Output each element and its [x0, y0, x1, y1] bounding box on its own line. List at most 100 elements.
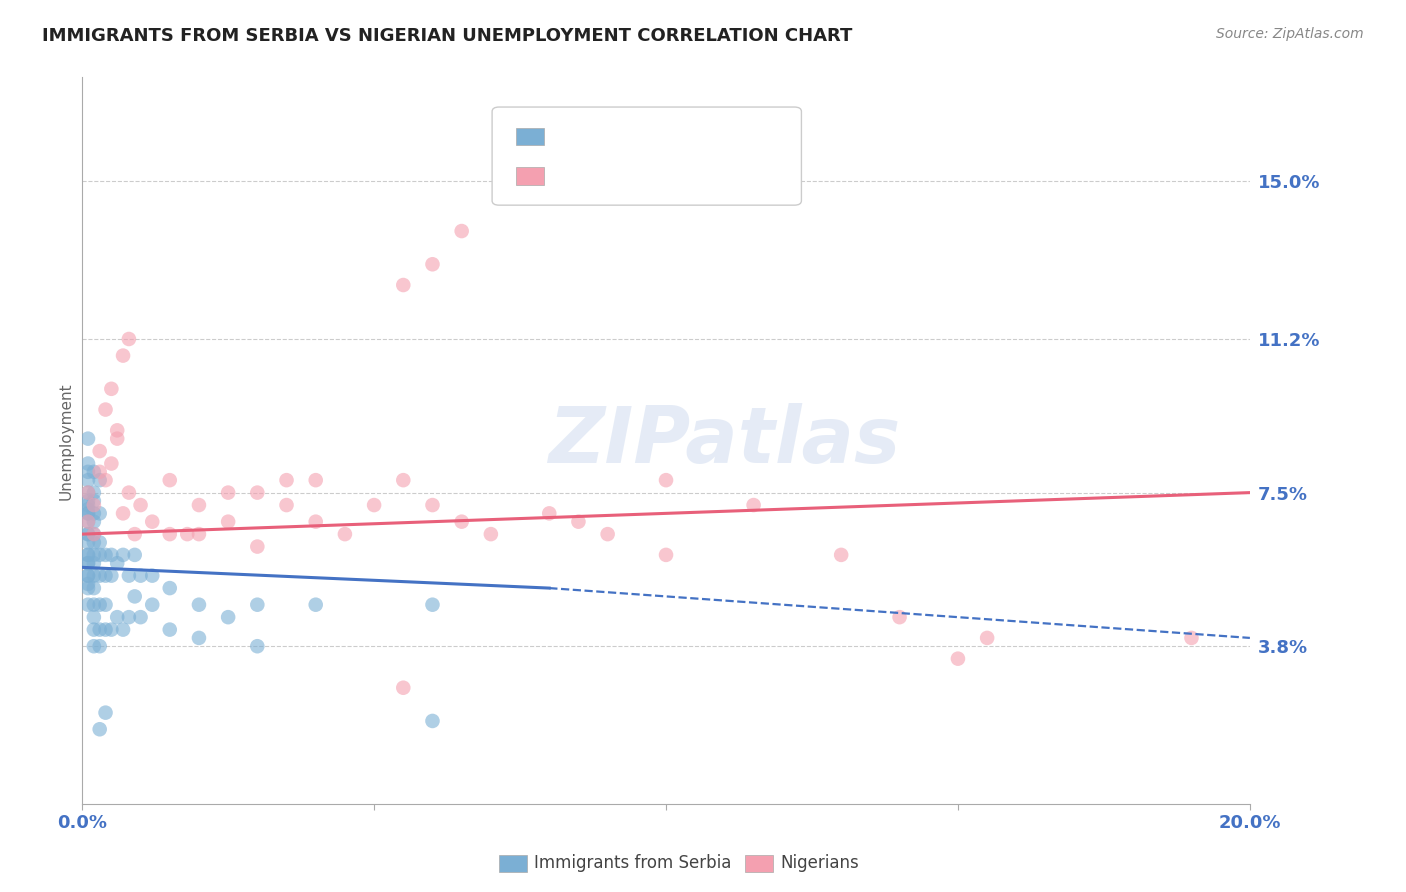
Point — [100, 382, 122, 396]
Point — [141, 515, 163, 529]
Point — [100, 568, 122, 582]
Point — [77, 473, 100, 487]
Point — [77, 515, 100, 529]
Point — [276, 498, 298, 512]
Point — [83, 548, 105, 562]
Point — [77, 548, 100, 562]
Point — [655, 473, 678, 487]
Point — [83, 527, 105, 541]
Text: N =: N = — [659, 167, 699, 185]
Point — [176, 527, 198, 541]
Point — [77, 457, 100, 471]
Point — [77, 507, 100, 521]
Point — [124, 527, 146, 541]
Point — [129, 498, 152, 512]
Point — [305, 473, 328, 487]
Point — [83, 494, 105, 508]
Point — [77, 485, 100, 500]
Point — [422, 714, 444, 728]
Point — [105, 556, 128, 570]
Point — [305, 515, 328, 529]
Point — [112, 548, 135, 562]
Point — [976, 631, 998, 645]
Point — [305, 598, 328, 612]
Point — [89, 623, 111, 637]
Point — [83, 527, 105, 541]
Text: 0.088: 0.088 — [600, 167, 658, 185]
Point — [83, 598, 105, 612]
Point — [889, 610, 911, 624]
Point — [538, 507, 561, 521]
Point — [118, 568, 141, 582]
Point — [105, 610, 128, 624]
Point — [129, 610, 152, 624]
Y-axis label: Unemployment: Unemployment — [59, 382, 75, 500]
Point — [89, 723, 111, 737]
Point — [77, 598, 100, 612]
Point — [94, 473, 117, 487]
Point — [89, 639, 111, 653]
Point — [100, 548, 122, 562]
Point — [392, 681, 415, 695]
Text: R =: R = — [558, 167, 598, 185]
Text: R =: R = — [558, 128, 598, 145]
Point — [479, 527, 502, 541]
Point — [77, 465, 100, 479]
Point — [392, 278, 415, 293]
Point — [450, 224, 472, 238]
Point — [94, 402, 117, 417]
Point — [422, 257, 444, 271]
Text: 54: 54 — [702, 167, 727, 185]
Point — [655, 548, 678, 562]
Point — [94, 623, 117, 637]
Point — [118, 610, 141, 624]
Point — [742, 498, 765, 512]
Point — [83, 610, 105, 624]
Point — [77, 432, 100, 446]
Text: -0.034: -0.034 — [600, 128, 665, 145]
Point — [83, 556, 105, 570]
Point — [77, 535, 100, 549]
Point — [89, 465, 111, 479]
Point — [77, 527, 100, 541]
Text: Source: ZipAtlas.com: Source: ZipAtlas.com — [1216, 27, 1364, 41]
Point — [94, 598, 117, 612]
Point — [246, 540, 269, 554]
Point — [112, 623, 135, 637]
Point — [77, 502, 100, 516]
Point — [112, 349, 135, 363]
Point — [83, 535, 105, 549]
Point — [77, 498, 100, 512]
Point — [77, 577, 100, 591]
Point — [94, 706, 117, 720]
Point — [112, 507, 135, 521]
Point — [77, 548, 100, 562]
Point — [77, 556, 100, 570]
Point — [217, 610, 239, 624]
Point — [187, 631, 209, 645]
Text: Immigrants from Serbia: Immigrants from Serbia — [534, 855, 731, 872]
Point — [89, 535, 111, 549]
Point — [118, 485, 141, 500]
Point — [105, 432, 128, 446]
Point — [83, 581, 105, 595]
Point — [246, 485, 269, 500]
Point — [77, 527, 100, 541]
Point — [830, 548, 852, 562]
Point — [1180, 631, 1202, 645]
Point — [105, 423, 128, 437]
Point — [83, 485, 105, 500]
Point — [187, 498, 209, 512]
Point — [77, 581, 100, 595]
Point — [100, 623, 122, 637]
Text: ZIPatlas: ZIPatlas — [548, 402, 900, 479]
Point — [246, 598, 269, 612]
Point — [94, 548, 117, 562]
Point — [217, 515, 239, 529]
Point — [141, 568, 163, 582]
Point — [89, 444, 111, 458]
Point — [77, 515, 100, 529]
Point — [89, 473, 111, 487]
Text: Nigerians: Nigerians — [780, 855, 859, 872]
Point — [159, 581, 181, 595]
